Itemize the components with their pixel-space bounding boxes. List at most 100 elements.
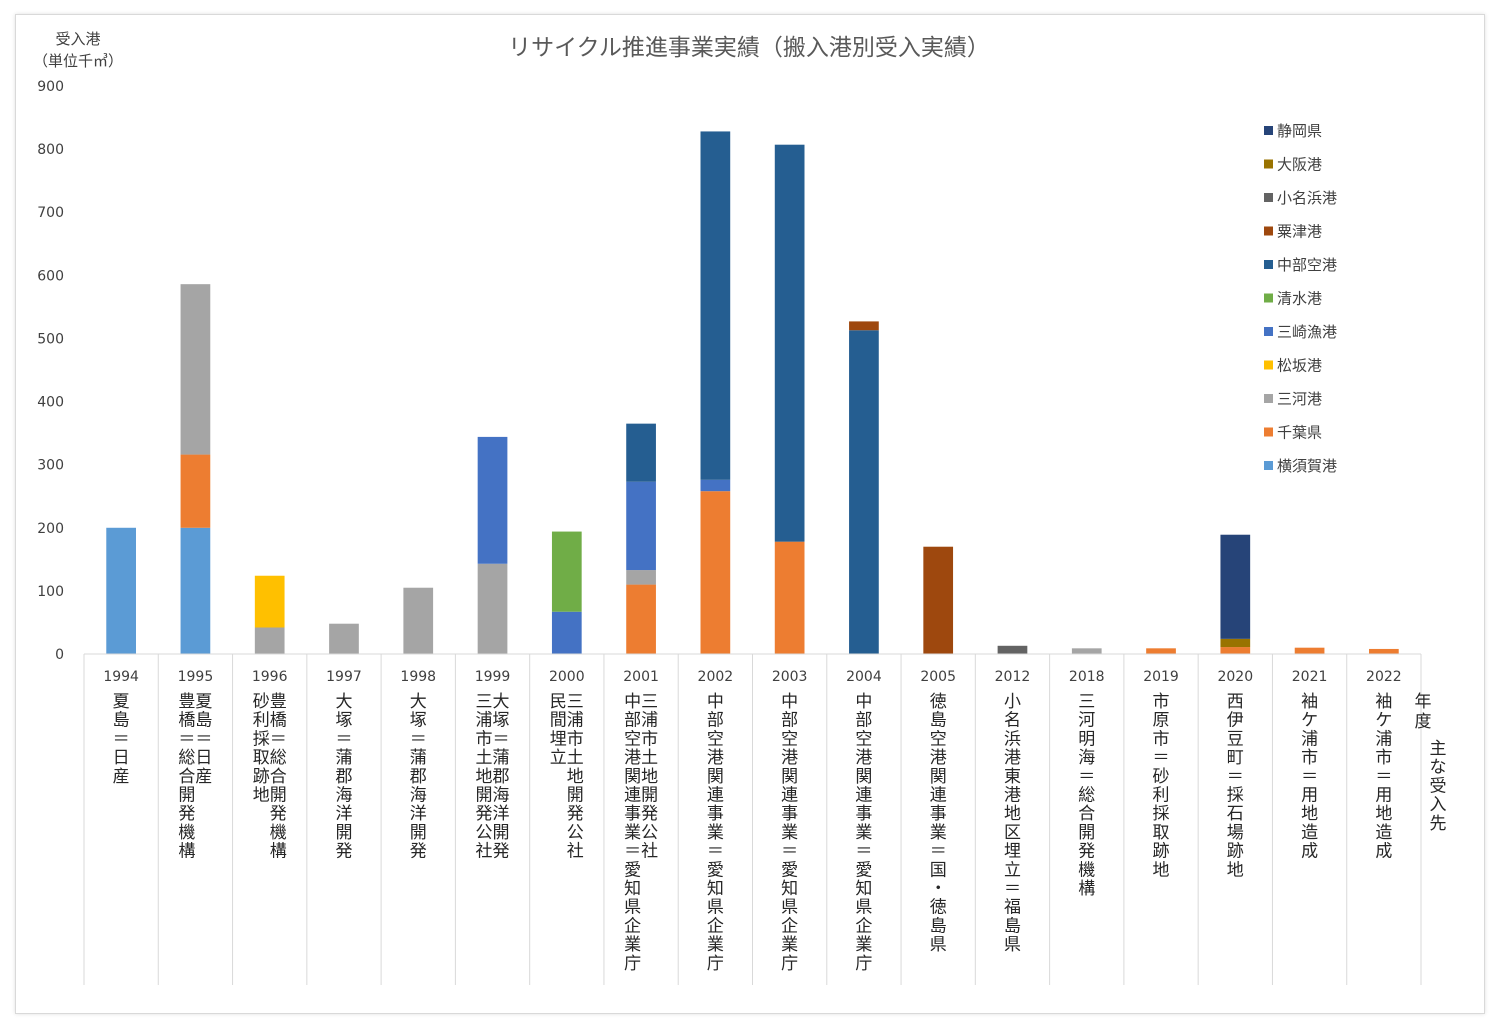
svg-text:地: 地 <box>1153 860 1170 880</box>
svg-text:総: 総 <box>270 748 287 768</box>
svg-text:県: 県 <box>624 898 641 918</box>
svg-text:明: 明 <box>1078 729 1095 749</box>
svg-text:構: 構 <box>270 842 287 862</box>
y-tick-label: 600 <box>37 268 64 284</box>
svg-text:成: 成 <box>1375 842 1392 862</box>
svg-text:関: 関 <box>930 767 947 787</box>
legend-label: 小名浜港 <box>1277 189 1337 207</box>
bar-segment-2001-千葉県 <box>626 584 656 654</box>
legend-swatch <box>1264 327 1273 336</box>
svg-text:徳: 徳 <box>930 898 947 918</box>
svg-text:袖: 袖 <box>1301 692 1318 712</box>
svg-text:総: 総 <box>178 748 195 768</box>
svg-text:港: 港 <box>1004 786 1021 806</box>
legend-item-大阪港: 大阪港 <box>1264 156 1322 174</box>
svg-text:知: 知 <box>707 879 724 899</box>
svg-text:塚: 塚 <box>335 711 352 731</box>
bar-segment-2001-三河港 <box>626 570 656 585</box>
x-tick-label-2001: 2001 <box>623 669 659 685</box>
svg-text:市: 市 <box>1375 748 1392 768</box>
x-tick-label-2019: 2019 <box>1143 669 1179 685</box>
svg-text:土: 土 <box>641 748 658 768</box>
legend-swatch <box>1264 427 1273 437</box>
svg-text:関: 関 <box>624 767 641 787</box>
svg-text:地: 地 <box>1301 804 1318 824</box>
svg-text:関: 関 <box>707 767 724 787</box>
svg-text:開: 開 <box>270 786 287 806</box>
bar-segment-2004-粟津港 <box>849 321 879 331</box>
svg-text:構: 構 <box>1078 879 1095 899</box>
bar-segment-1996-松坂港 <box>254 575 285 628</box>
svg-text:日: 日 <box>195 748 212 768</box>
svg-text:砂: 砂 <box>253 692 270 712</box>
svg-text:地: 地 <box>567 767 584 787</box>
bar-segment-2000-清水港 <box>551 531 582 612</box>
svg-text:島: 島 <box>113 711 130 731</box>
svg-text:業: 業 <box>855 935 872 955</box>
legend-swatch <box>1264 260 1273 269</box>
svg-text:成: 成 <box>1301 842 1318 862</box>
svg-text:＝: ＝ <box>335 729 352 749</box>
svg-text:企: 企 <box>624 916 641 936</box>
svg-text:東: 東 <box>1004 767 1021 787</box>
chart-title: リサイクル推進事業実績（搬入港別受入実績） <box>508 35 990 61</box>
svg-text:民: 民 <box>550 692 567 712</box>
svg-text:＝: ＝ <box>1153 748 1170 768</box>
svg-text:空: 空 <box>855 729 872 749</box>
svg-text:海: 海 <box>493 786 510 806</box>
legend-swatch <box>1264 159 1273 169</box>
svg-text:国: 国 <box>930 860 947 880</box>
legend-item-松坂港: 松坂港 <box>1264 357 1322 375</box>
svg-text:県: 県 <box>707 898 724 918</box>
svg-text:塚: 塚 <box>410 711 427 731</box>
svg-text:空: 空 <box>930 729 947 749</box>
x-tick-label-1995: 1995 <box>178 669 214 685</box>
svg-text:袖: 袖 <box>1375 692 1392 712</box>
svg-text:庁: 庁 <box>707 954 724 974</box>
bar-segment-2020-静岡県 <box>1220 534 1251 639</box>
svg-text:洋: 洋 <box>493 804 510 824</box>
legend-label: 三河港 <box>1277 390 1322 408</box>
svg-text:町: 町 <box>1227 748 1244 768</box>
svg-text:事: 事 <box>855 804 872 824</box>
svg-text:開: 開 <box>410 823 427 843</box>
svg-text:合: 合 <box>1078 804 1095 824</box>
svg-text:県: 県 <box>855 898 872 918</box>
x-tick-label-2018: 2018 <box>1069 669 1105 685</box>
svg-text:発: 発 <box>270 804 287 824</box>
legend-label: 三崎漁港 <box>1277 323 1337 341</box>
svg-text:知: 知 <box>855 879 872 899</box>
svg-text:発: 発 <box>335 842 352 862</box>
legend-label: 大阪港 <box>1277 156 1322 174</box>
svg-text:＝: ＝ <box>1301 767 1318 787</box>
svg-text:造: 造 <box>1375 823 1392 843</box>
svg-text:土: 土 <box>567 748 584 768</box>
y-tick-label: 100 <box>37 584 64 600</box>
svg-text:愛: 愛 <box>781 860 798 880</box>
x-tick-label-1994: 1994 <box>103 669 139 685</box>
svg-text:日: 日 <box>113 748 130 768</box>
svg-text:豊: 豊 <box>178 692 195 712</box>
svg-text:開: 開 <box>1078 823 1095 843</box>
svg-text:愛: 愛 <box>707 860 724 880</box>
svg-text:西: 西 <box>1227 692 1244 712</box>
svg-text:取: 取 <box>253 748 270 768</box>
svg-text:夏: 夏 <box>195 692 212 712</box>
x-caption-year-2: 度 <box>1415 712 1432 732</box>
svg-text:原: 原 <box>1153 711 1170 731</box>
svg-text:庁: 庁 <box>855 954 872 974</box>
svg-text:ケ: ケ <box>1301 711 1318 731</box>
svg-text:場: 場 <box>1227 823 1244 843</box>
y-tick-label: 300 <box>37 458 64 474</box>
svg-text:機: 機 <box>270 823 287 843</box>
svg-text:開: 開 <box>567 786 584 806</box>
x-tick-label-2012: 2012 <box>995 669 1031 685</box>
legend-label: 清水港 <box>1277 290 1322 308</box>
bar-segment-1995-千葉県 <box>180 454 211 528</box>
bar-segment-2022-千葉県 <box>1369 648 1399 654</box>
